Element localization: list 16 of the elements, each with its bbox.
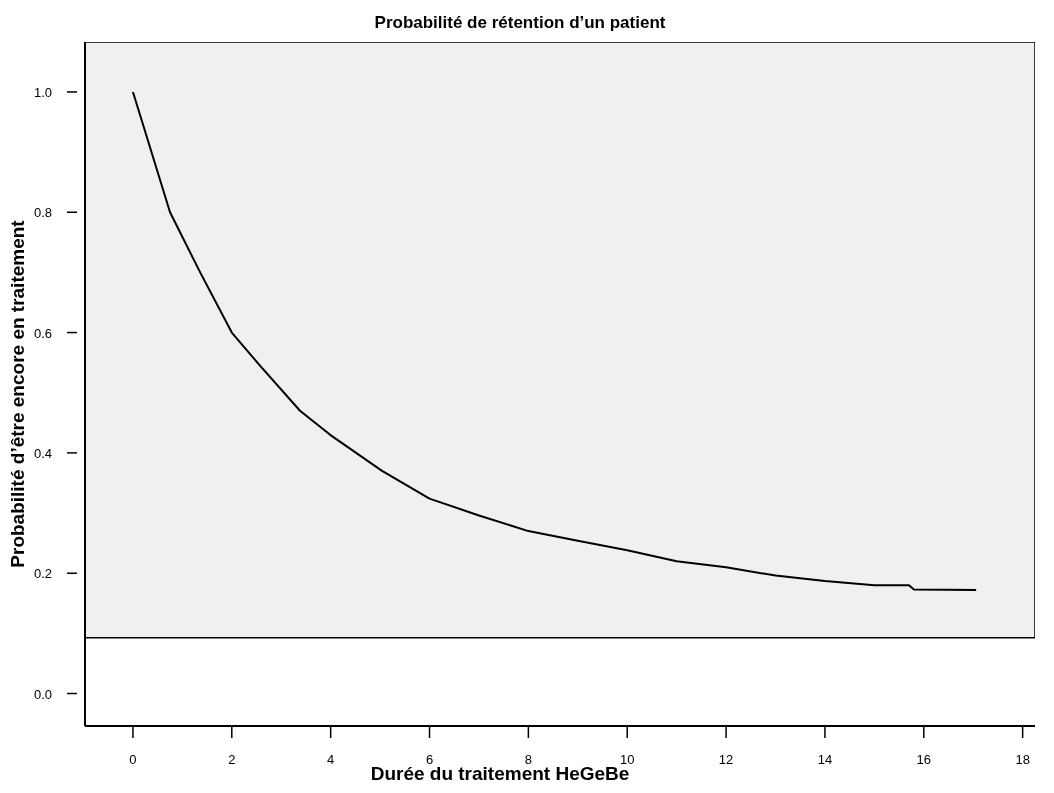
y-axis-title: Probabilité d’être encore en traitement [7,219,28,568]
y-tick-label: 0.6 [33,325,53,341]
line-series [131,90,978,592]
y-tick-label: 0.2 [33,566,53,582]
x-tick-label: 16 [916,752,932,767]
x-tick-label: 14 [817,752,833,767]
x-tick-label: 0 [129,752,137,767]
y-tick-label: 0.0 [33,686,53,702]
y-tick-label: 0.4 [33,445,53,461]
chart-title: Probabilité de rétention d’un patient [374,13,666,32]
x-tick-label: 18 [1015,752,1030,767]
x-tick-label: 4 [327,752,335,767]
x-tick-label: 12 [718,752,734,767]
y-tick-label: 0.8 [33,205,53,221]
y-tick-label: 1.0 [33,84,53,100]
x-tick-label: 2 [228,752,236,767]
